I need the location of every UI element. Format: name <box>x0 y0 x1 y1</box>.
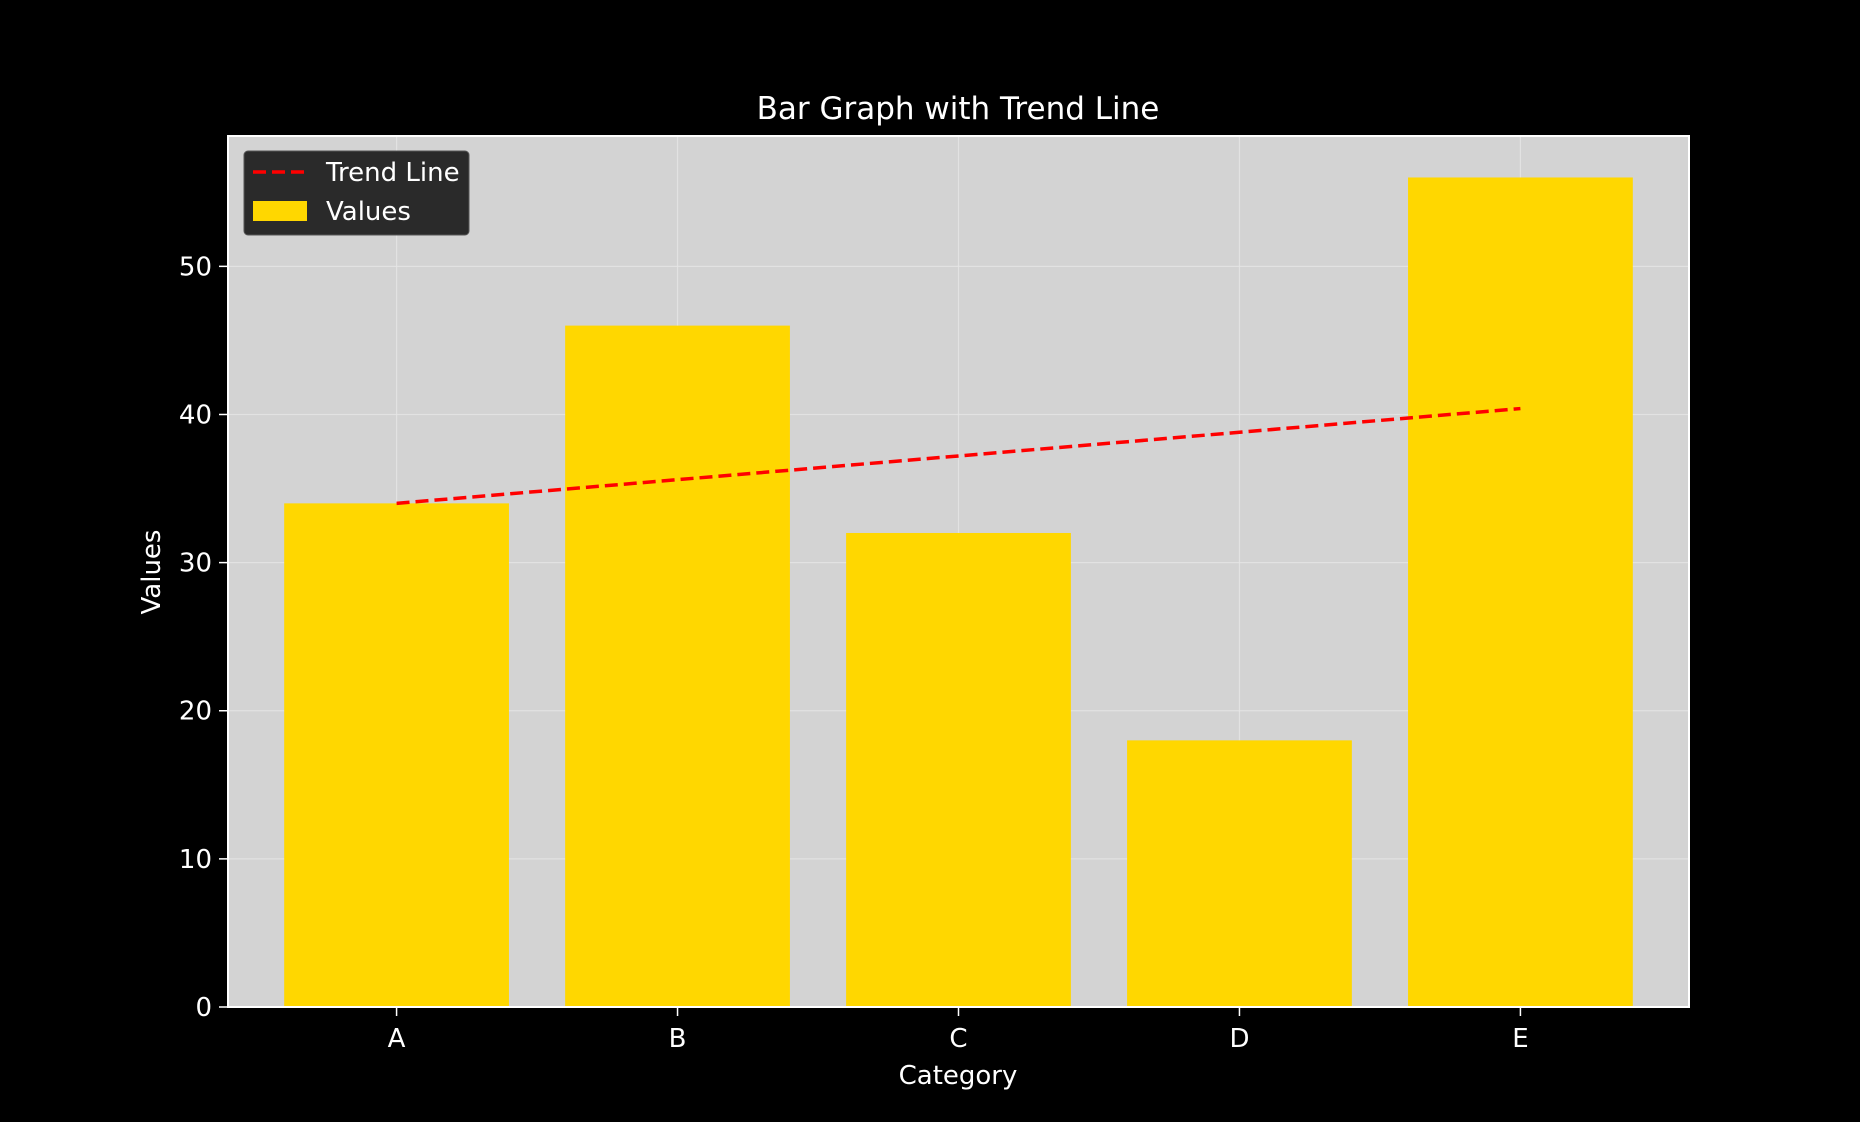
chart-title: Bar Graph with Trend Line <box>757 91 1160 127</box>
x-axis-label: Category <box>899 1061 1018 1091</box>
y-tick-label: 30 <box>179 549 212 579</box>
y-tick-label: 0 <box>195 993 212 1023</box>
x-tick-label: E <box>1512 1024 1528 1054</box>
y-tick-label: 10 <box>179 845 212 875</box>
y-tick-label: 50 <box>179 252 212 282</box>
bars <box>284 177 1633 1007</box>
y-tick-label: 20 <box>179 697 212 727</box>
legend: Trend Line Values <box>243 150 470 236</box>
x-tick-label: B <box>669 1024 687 1054</box>
trend-line-layer <box>396 406 1521 506</box>
x-axis-ticks: A B C D E <box>388 1007 1529 1054</box>
y-tick-label: 40 <box>179 400 212 430</box>
trend-line <box>396 406 1521 506</box>
bar-E <box>1408 177 1633 1007</box>
bar-A <box>284 503 509 1007</box>
bar-C <box>846 532 1071 1007</box>
x-tick-label: A <box>388 1024 406 1054</box>
legend-values-label: Values <box>326 197 411 227</box>
y-axis-label: Values <box>137 530 167 615</box>
x-tick-label: C <box>949 1024 967 1054</box>
bar-D <box>1127 740 1352 1007</box>
x-tick-label: D <box>1229 1024 1249 1054</box>
y-axis-ticks: 0 10 20 30 40 50 <box>179 252 228 1023</box>
legend-trend-label: Trend Line <box>325 158 460 188</box>
bar-B <box>565 325 790 1007</box>
legend-values-swatch <box>253 201 307 221</box>
